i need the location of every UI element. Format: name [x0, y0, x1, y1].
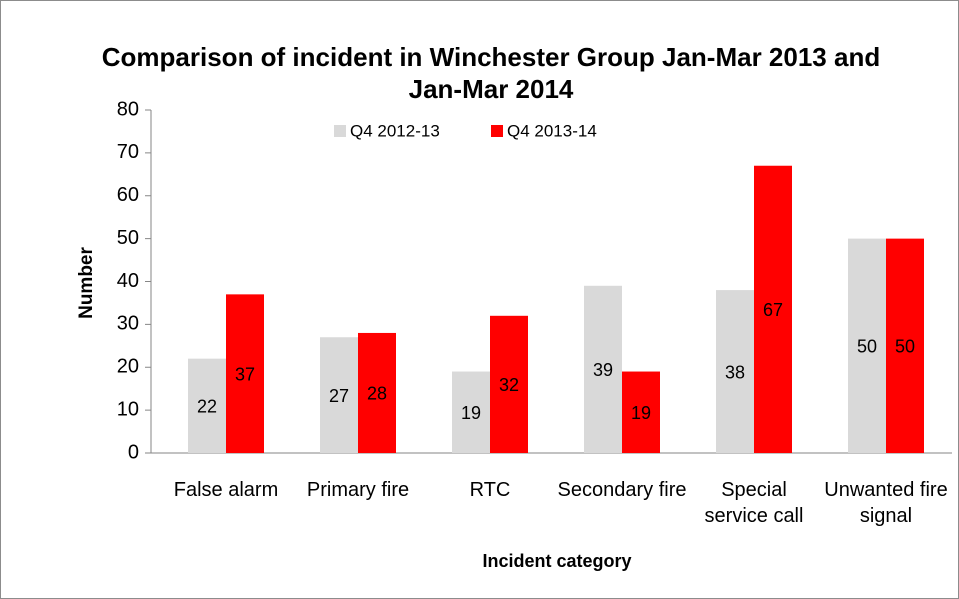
x-tick-label: Unwanted fire signal — [824, 479, 948, 527]
legend-swatch — [491, 125, 503, 137]
bar — [320, 337, 358, 453]
y-tick-label: 30 — [117, 313, 139, 335]
bar — [452, 371, 490, 453]
legend-label: Q4 2013-14 — [507, 121, 597, 140]
bar — [490, 315, 528, 453]
data-label: 32 — [499, 375, 519, 395]
data-label: 67 — [763, 300, 783, 320]
data-label: 39 — [593, 360, 613, 380]
bar — [188, 358, 226, 453]
x-axis-label: Incident category — [482, 551, 631, 571]
data-label: 22 — [197, 397, 217, 417]
bar — [848, 238, 886, 453]
data-label: 37 — [235, 364, 255, 384]
y-tick-label: 80 — [117, 98, 139, 120]
y-axis-label: Number — [76, 247, 97, 319]
bar — [886, 238, 924, 453]
y-tick-label: 20 — [117, 356, 139, 378]
bar — [622, 371, 660, 453]
bar — [358, 332, 396, 453]
x-tick-label: Primary fire — [306, 479, 410, 501]
x-tick-label: Special service call — [704, 479, 804, 527]
y-tick-label: 0 — [128, 441, 139, 463]
legend-label: Q4 2012-13 — [350, 121, 440, 140]
data-label: 50 — [857, 337, 877, 357]
data-label: 19 — [631, 403, 651, 423]
y-tick-label: 10 — [117, 398, 139, 420]
data-label: 27 — [329, 386, 349, 406]
bar — [716, 290, 754, 453]
y-tick-label: 40 — [117, 270, 139, 292]
y-tick-label: 60 — [117, 184, 139, 206]
data-label: 50 — [895, 337, 915, 357]
bar — [754, 165, 792, 454]
chart-title: Comparison of incident in Winchester Gro… — [101, 42, 881, 104]
y-tick-label: 70 — [117, 141, 139, 163]
data-label: 19 — [461, 403, 481, 423]
x-tick-label: False alarm — [173, 479, 279, 501]
y-tick-label: 50 — [117, 227, 139, 249]
legend-swatch — [334, 125, 346, 137]
x-tick-label: Secondary fire — [557, 479, 687, 501]
bar — [226, 294, 264, 453]
data-label: 38 — [725, 362, 745, 382]
x-tick-label: RTC — [469, 479, 511, 501]
bar — [584, 285, 622, 453]
data-label: 28 — [367, 384, 387, 404]
